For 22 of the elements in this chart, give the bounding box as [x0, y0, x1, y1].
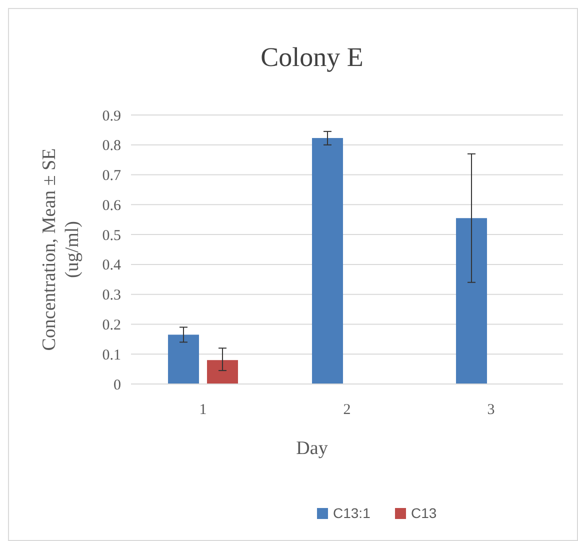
y-tick-label: 0.2	[102, 317, 121, 334]
y-tick-label: 0.8	[102, 138, 121, 154]
y-tick-label: 0.1	[102, 347, 121, 364]
chart-title: Colony E	[260, 42, 364, 72]
legend-label: C13:1	[333, 505, 371, 521]
y-tick-label: 0.4	[102, 258, 122, 274]
bar	[456, 218, 487, 384]
y-tick-label: 0.5	[102, 228, 121, 244]
y-tick-label: 0.7	[102, 168, 122, 184]
y-tick-label: 0.3	[102, 288, 121, 304]
bar	[312, 138, 343, 384]
bar	[168, 334, 199, 384]
y-tick-label: 0.6	[102, 198, 122, 214]
y-tick-label: 0.9	[102, 108, 121, 124]
x-axis-title: Day	[296, 438, 328, 459]
bar	[207, 360, 238, 384]
legend-label: C13	[411, 505, 437, 521]
x-tick-label: 2	[343, 402, 351, 418]
y-axis-title: Concentration, Mean ± SE (ug/ml)	[39, 148, 83, 351]
y-tick-label: 0	[114, 377, 121, 394]
x-tick-label: 1	[199, 402, 207, 418]
x-tick-label: 3	[487, 402, 495, 418]
